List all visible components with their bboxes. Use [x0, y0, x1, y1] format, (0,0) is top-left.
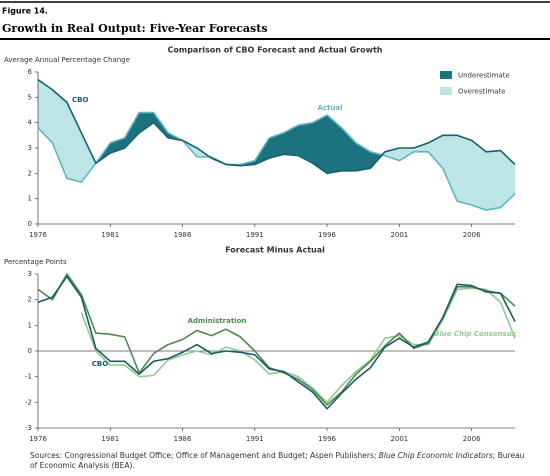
x-tick-label: 2006: [463, 435, 481, 443]
legend-swatch: [440, 87, 452, 95]
series-line: [80, 287, 516, 404]
y-tick-label: 0: [28, 220, 32, 228]
chart-title: Forecast Minus Actual: [225, 246, 325, 255]
legend-label: Underestimate: [458, 72, 510, 80]
y-tick-label: 2: [28, 296, 32, 304]
y-tick-label: 5: [28, 93, 32, 101]
y-tick-label: 1: [28, 195, 32, 203]
series-label: CBO: [72, 96, 88, 104]
x-tick-label: 1996: [318, 435, 336, 443]
x-tick-label: 1981: [101, 435, 119, 443]
series-label: Blue Chip Consensus: [434, 330, 516, 338]
x-tick-label: 1986: [174, 231, 192, 239]
series-line: [37, 78, 516, 175]
legend-swatch: [440, 71, 452, 79]
y-axis-label: Percentage Points: [4, 258, 67, 266]
figure-number: Figure 14.: [2, 7, 48, 16]
y-tick-label: 3: [28, 270, 32, 278]
y-axis-label: Average Annual Percentage Change: [4, 56, 130, 64]
difference-fill: [442, 135, 458, 202]
y-tick-label: -3: [25, 424, 32, 432]
x-tick-label: 1986: [174, 435, 192, 443]
series-label: CBO: [92, 360, 108, 368]
series-line: [37, 275, 516, 410]
series-label: Administration: [188, 317, 247, 325]
difference-fill: [326, 114, 342, 174]
x-tick-label: 1991: [246, 435, 264, 443]
x-tick-label: 1996: [318, 231, 336, 239]
y-tick-label: 0: [28, 347, 32, 355]
y-tick-label: 2: [28, 169, 32, 177]
x-tick-label: 2006: [463, 231, 481, 239]
difference-fill: [500, 149, 516, 209]
y-tick-label: 4: [28, 119, 33, 127]
x-tick-label: 2001: [390, 231, 408, 239]
difference-fill: [66, 102, 82, 183]
difference-fill: [52, 89, 68, 179]
y-tick-label: 1: [28, 321, 32, 329]
difference-fill: [138, 112, 154, 134]
y-tick-label: -2: [25, 398, 32, 406]
figure: Figure 14. Growth in Real Output: Five-Y…: [0, 1, 550, 443]
series-line: [37, 111, 516, 211]
series-line: [37, 273, 516, 406]
difference-fill: [485, 150, 501, 211]
sources-text: ; Bureau of Economic Analysis (BEA).: [30, 451, 525, 470]
x-tick-label: 1976: [29, 231, 47, 239]
y-tick-label: -1: [25, 373, 32, 381]
series-label: Actual: [317, 104, 342, 112]
x-tick-label: 2001: [390, 435, 408, 443]
x-tick-label: 1991: [246, 231, 264, 239]
sources: Sources: Congressional Budget Office; Of…: [30, 451, 530, 471]
figure-title: Growth in Real Output: Five-Year Forecas…: [2, 22, 268, 35]
y-tick-label: 3: [28, 144, 32, 152]
x-tick-label: 1981: [101, 231, 119, 239]
difference-fill: [428, 134, 443, 169]
chart-title: Comparison of CBO Forecast and Actual Gr…: [168, 46, 383, 55]
sources-text: Blue Chip Economic Indicators: [378, 451, 493, 460]
sources-text: Sources: Congressional Budget Office; Of…: [30, 451, 379, 460]
legend-label: Overestimate: [458, 88, 506, 96]
difference-fill: [456, 134, 472, 206]
y-tick-label: 6: [28, 68, 33, 76]
x-tick-label: 1976: [29, 435, 47, 443]
